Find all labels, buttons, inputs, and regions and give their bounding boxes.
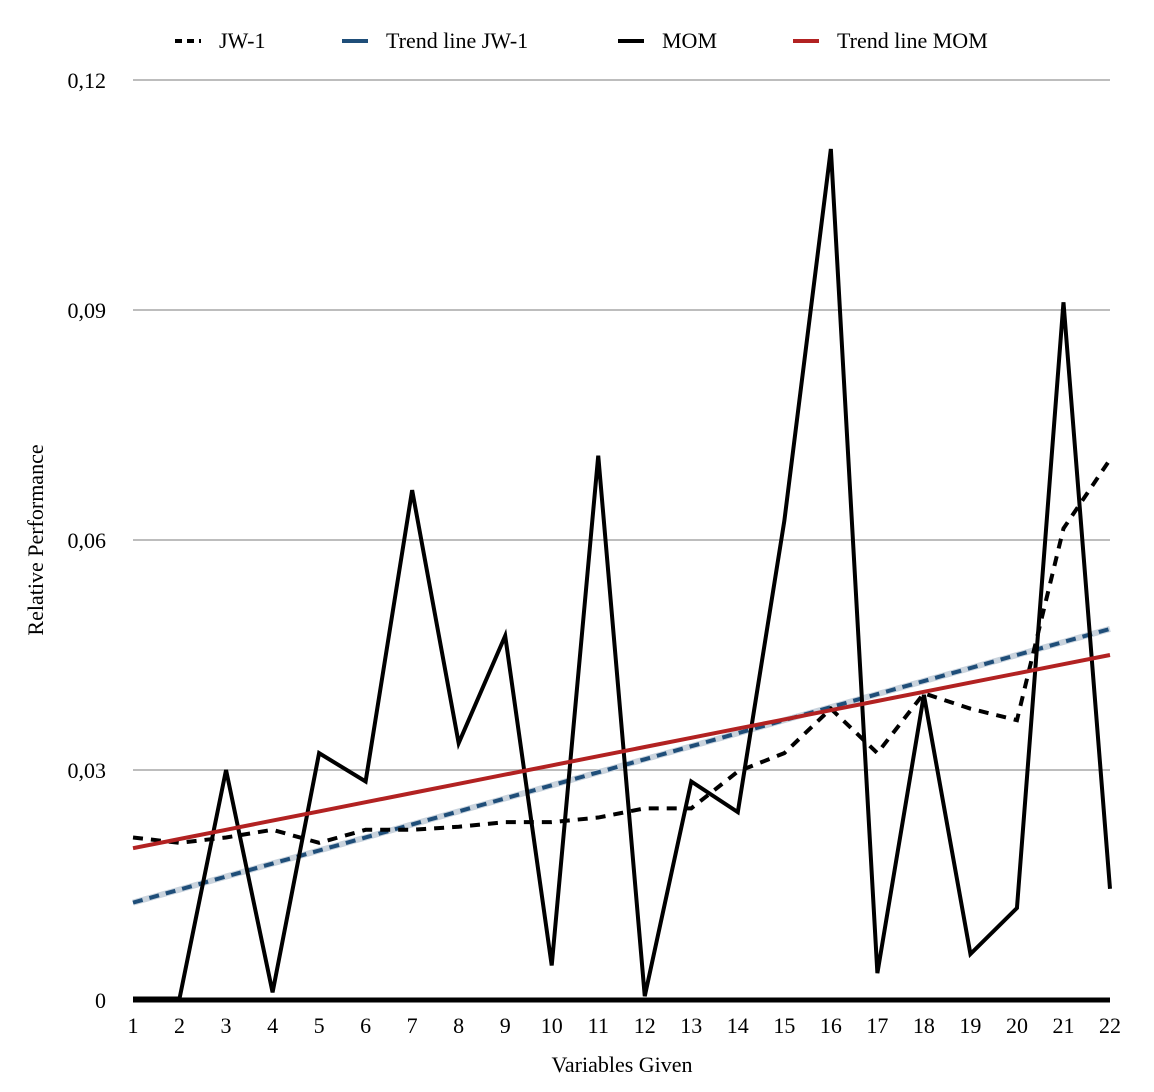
y-tick-label: 0,06 (68, 528, 107, 553)
legend-item-mom: MOM (618, 28, 717, 53)
series-line-jw-1 (132, 458, 1112, 845)
series-line-trend-line-mom (132, 653, 1111, 851)
x-tick-label: 5 (314, 1013, 325, 1038)
x-tick-label: 6 (360, 1013, 371, 1038)
x-tick-label: 10 (541, 1013, 563, 1038)
x-tick-label: 13 (680, 1013, 702, 1038)
x-tick-label: 11 (588, 1013, 609, 1038)
x-tick-label: 1 (128, 1013, 139, 1038)
legend-label: Trend line JW-1 (386, 28, 528, 53)
x-tick-label: 9 (500, 1013, 511, 1038)
x-tick-label: 2 (174, 1013, 185, 1038)
x-tick-label: 22 (1099, 1013, 1121, 1038)
x-tick-label: 16 (820, 1013, 842, 1038)
gridlines (133, 79, 1110, 771)
x-tick-label: 14 (727, 1013, 749, 1038)
legend-label: JW-1 (219, 28, 265, 53)
x-tick-label: 21 (1052, 1013, 1074, 1038)
x-tick-label: 17 (866, 1013, 888, 1038)
x-tick-label: 8 (453, 1013, 464, 1038)
y-axis-ticks: 0 0,03 0,06 0,09 0,12 (68, 68, 107, 1013)
y-tick-label: 0,03 (68, 758, 107, 783)
y-tick-label: 0,09 (68, 298, 107, 323)
legend-item-jw-1: JW-1 (175, 28, 265, 53)
legend-item-trend-line-jw-1: Trend line JW-1 (342, 28, 528, 53)
legend: JW-1 Trend line JW-1 MOM Trend line MOM (175, 28, 988, 53)
series-layer (132, 148, 1112, 1001)
y-tick-label: 0,12 (68, 68, 107, 93)
series-line-mom (133, 148, 1112, 1001)
legend-label: MOM (662, 28, 717, 53)
legend-item-trend-line-mom: Trend line MOM (793, 28, 988, 53)
x-axis-title: Variables Given (551, 1052, 692, 1077)
x-tick-label: 12 (634, 1013, 656, 1038)
x-tick-label: 15 (773, 1013, 795, 1038)
x-axis-ticks: 1 2 3 4 5 6 7 8 9 10 11 12 13 14 15 16 17 18 19 20 21 22 (128, 1013, 1122, 1038)
x-tick-label: 3 (221, 1013, 232, 1038)
y-axis-title: Relative Performance (23, 444, 48, 635)
x-tick-label: 18 (913, 1013, 935, 1038)
x-tick-label: 7 (407, 1013, 418, 1038)
x-tick-label: 19 (959, 1013, 981, 1038)
legend-label: Trend line MOM (837, 28, 988, 53)
x-tick-label: 4 (267, 1013, 278, 1038)
series-shadow-trend-line-jw-1 (132, 626, 1111, 906)
x-tick-label: 20 (1006, 1013, 1028, 1038)
y-tick-label: 0 (95, 988, 106, 1013)
